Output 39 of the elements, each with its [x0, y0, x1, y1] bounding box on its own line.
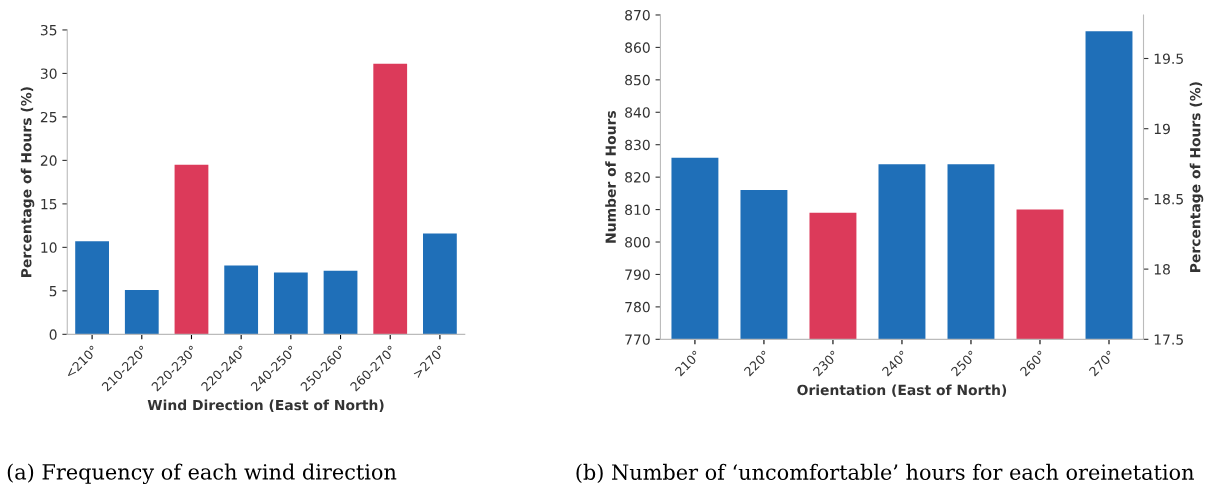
y-tick-label: 10: [41, 242, 57, 253]
y2-tick-label: 18: [1154, 264, 1170, 275]
y-tick-label: 840: [625, 107, 650, 118]
y-tick-label: 860: [625, 42, 650, 53]
text: (b) Number of ‘uncomfortable’ hours for each oreinetation: [576, 463, 1194, 483]
y-axis-title: Percentage of Hours (%): [20, 87, 35, 277]
bar: [323, 270, 358, 335]
bar: [273, 272, 308, 335]
y-tick-label: 20: [40, 155, 57, 166]
y-tick-label: 790: [625, 269, 650, 280]
y-tick-label: 810: [625, 204, 650, 216]
y2-tick-label: 17.5: [1154, 334, 1183, 345]
y-tick-label: 25: [40, 111, 57, 123]
bar: [373, 63, 408, 335]
y-tick-label: 15: [41, 199, 57, 210]
bar: [174, 164, 209, 335]
y-tick-label: 770: [625, 334, 650, 345]
y-tick-label: 850: [625, 74, 650, 86]
y-tick-label: 870: [625, 9, 650, 21]
text: (a) Frequency of each wind direction: [7, 463, 397, 485]
bar: [75, 241, 109, 335]
bar: [423, 233, 457, 335]
y2-tick-label: 19.5: [1154, 53, 1183, 64]
y-tick-label: 0: [49, 329, 57, 340]
y-tick-label: 800: [625, 236, 650, 248]
y-axis-title: Number of Hours: [605, 110, 616, 243]
y-tick-label: 780: [625, 301, 650, 313]
y-tick-label: 35: [40, 24, 57, 36]
x-axis-title: Orientation (East of North): [797, 384, 1007, 397]
bar: [224, 265, 259, 335]
y2-tick-label: 19: [1154, 123, 1170, 135]
bar: [124, 289, 159, 335]
y-tick-label: 5: [49, 286, 57, 297]
y2-axis-title: Percentage of Hours (%): [1189, 82, 1204, 272]
y-tick-label: 30: [40, 68, 57, 79]
y-tick-label: 820: [625, 172, 650, 183]
x-axis-title: Wind Direction (East of North): [147, 399, 384, 412]
y-tick-label: 830: [625, 139, 650, 151]
y2-tick-label: 18.5: [1154, 193, 1183, 205]
